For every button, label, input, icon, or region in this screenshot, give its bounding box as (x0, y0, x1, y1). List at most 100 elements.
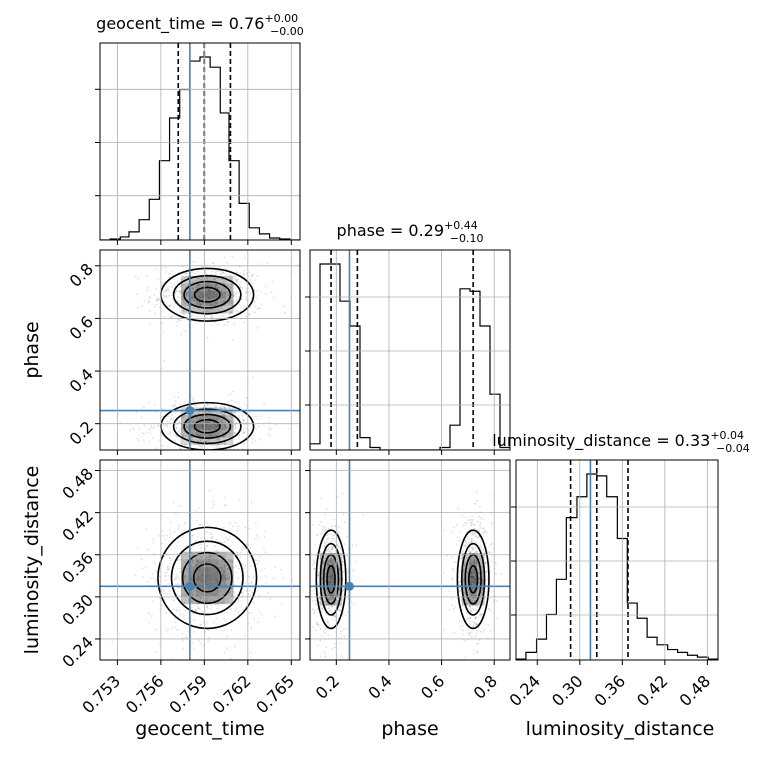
sample-point (338, 526, 340, 529)
sample-point (311, 626, 314, 629)
sample-point (197, 283, 200, 286)
sample-point (225, 297, 228, 300)
sample-point (229, 561, 232, 563)
sample-point (463, 570, 466, 573)
sample-point (342, 611, 345, 614)
sample-point (210, 308, 213, 311)
sample-point (324, 656, 327, 659)
sample-point (252, 376, 255, 379)
sample-point (474, 622, 476, 624)
x-tick-label: 0.753 (78, 671, 124, 717)
sample-point (468, 622, 471, 625)
density-cell (180, 298, 189, 306)
sample-point (480, 591, 483, 594)
sample-point (220, 408, 223, 411)
sample-point (267, 432, 270, 435)
sample-point (183, 521, 186, 524)
sample-point (198, 434, 201, 437)
sample-point (164, 571, 167, 574)
sample-point (331, 546, 334, 548)
contour-line (326, 564, 336, 594)
sample-point (147, 301, 150, 303)
sample-point (460, 598, 463, 601)
sample-point (321, 607, 323, 609)
sample-point (478, 639, 480, 642)
sample-point (243, 272, 245, 275)
sample-point (324, 551, 327, 554)
sample-point (473, 502, 476, 505)
sample-point (201, 298, 203, 301)
sample-point (325, 540, 327, 543)
sample-point (471, 559, 473, 561)
sample-point (240, 286, 243, 289)
sample-point (316, 644, 319, 647)
sample-point (191, 295, 193, 298)
sample-point (229, 536, 232, 538)
panel-frame (309, 249, 511, 451)
sample-point (245, 589, 248, 592)
sample-point (174, 285, 177, 287)
sample-point (332, 598, 335, 600)
sample-point (145, 566, 148, 569)
density-cell (210, 596, 219, 605)
sample-point (473, 562, 475, 565)
sample-point (470, 538, 473, 540)
sample-point (211, 599, 213, 601)
density-cell (203, 589, 211, 597)
sample-point (174, 434, 177, 437)
sample-point (154, 312, 156, 315)
sample-point (191, 593, 194, 596)
sample-point (268, 664, 270, 666)
sample-point (464, 516, 467, 519)
sample-point (209, 536, 212, 539)
sample-point (224, 577, 227, 580)
sample-point (207, 288, 210, 291)
sample-point (334, 642, 337, 645)
sample-point (190, 577, 193, 580)
sample-point (248, 527, 251, 530)
sample-point (173, 531, 176, 533)
sample-point (209, 282, 212, 284)
sample-point (324, 542, 327, 545)
sample-point (244, 606, 247, 608)
sample-point (331, 606, 334, 608)
sample-point (462, 578, 465, 581)
sample-point (255, 427, 257, 430)
sample-point (473, 527, 476, 530)
sample-point (220, 290, 223, 292)
density-cell (210, 589, 219, 597)
sample-point (237, 576, 240, 579)
sample-point (187, 416, 190, 418)
sample-point (328, 593, 331, 595)
sample-point (330, 598, 333, 601)
sample-point (250, 581, 252, 584)
sample-point (178, 302, 181, 305)
sample-point (443, 529, 446, 532)
sample-point (220, 563, 223, 566)
sample-point (175, 608, 178, 611)
sample-point (331, 556, 334, 559)
sample-point (472, 530, 475, 533)
sample-point (168, 304, 171, 307)
sample-point (256, 537, 259, 539)
sample-point (207, 289, 210, 292)
sample-point (491, 521, 494, 524)
sample-point (176, 280, 179, 283)
sample-point (332, 563, 335, 566)
sample-point (314, 602, 317, 605)
sample-point (316, 608, 319, 611)
sample-point (137, 547, 139, 550)
sample-point (322, 630, 325, 633)
panel-title-phase: phase = 0.29+0.44 −0.10 (337, 219, 484, 245)
sample-point (205, 406, 207, 409)
sample-point (193, 299, 196, 302)
sample-point (152, 578, 155, 580)
sample-point (291, 579, 294, 582)
sample-point (211, 506, 214, 509)
sample-point (160, 542, 163, 545)
sample-point (230, 286, 233, 289)
sample-point (222, 296, 225, 299)
sample-point (201, 299, 204, 301)
sample-point (218, 446, 221, 449)
sample-point (211, 316, 214, 319)
